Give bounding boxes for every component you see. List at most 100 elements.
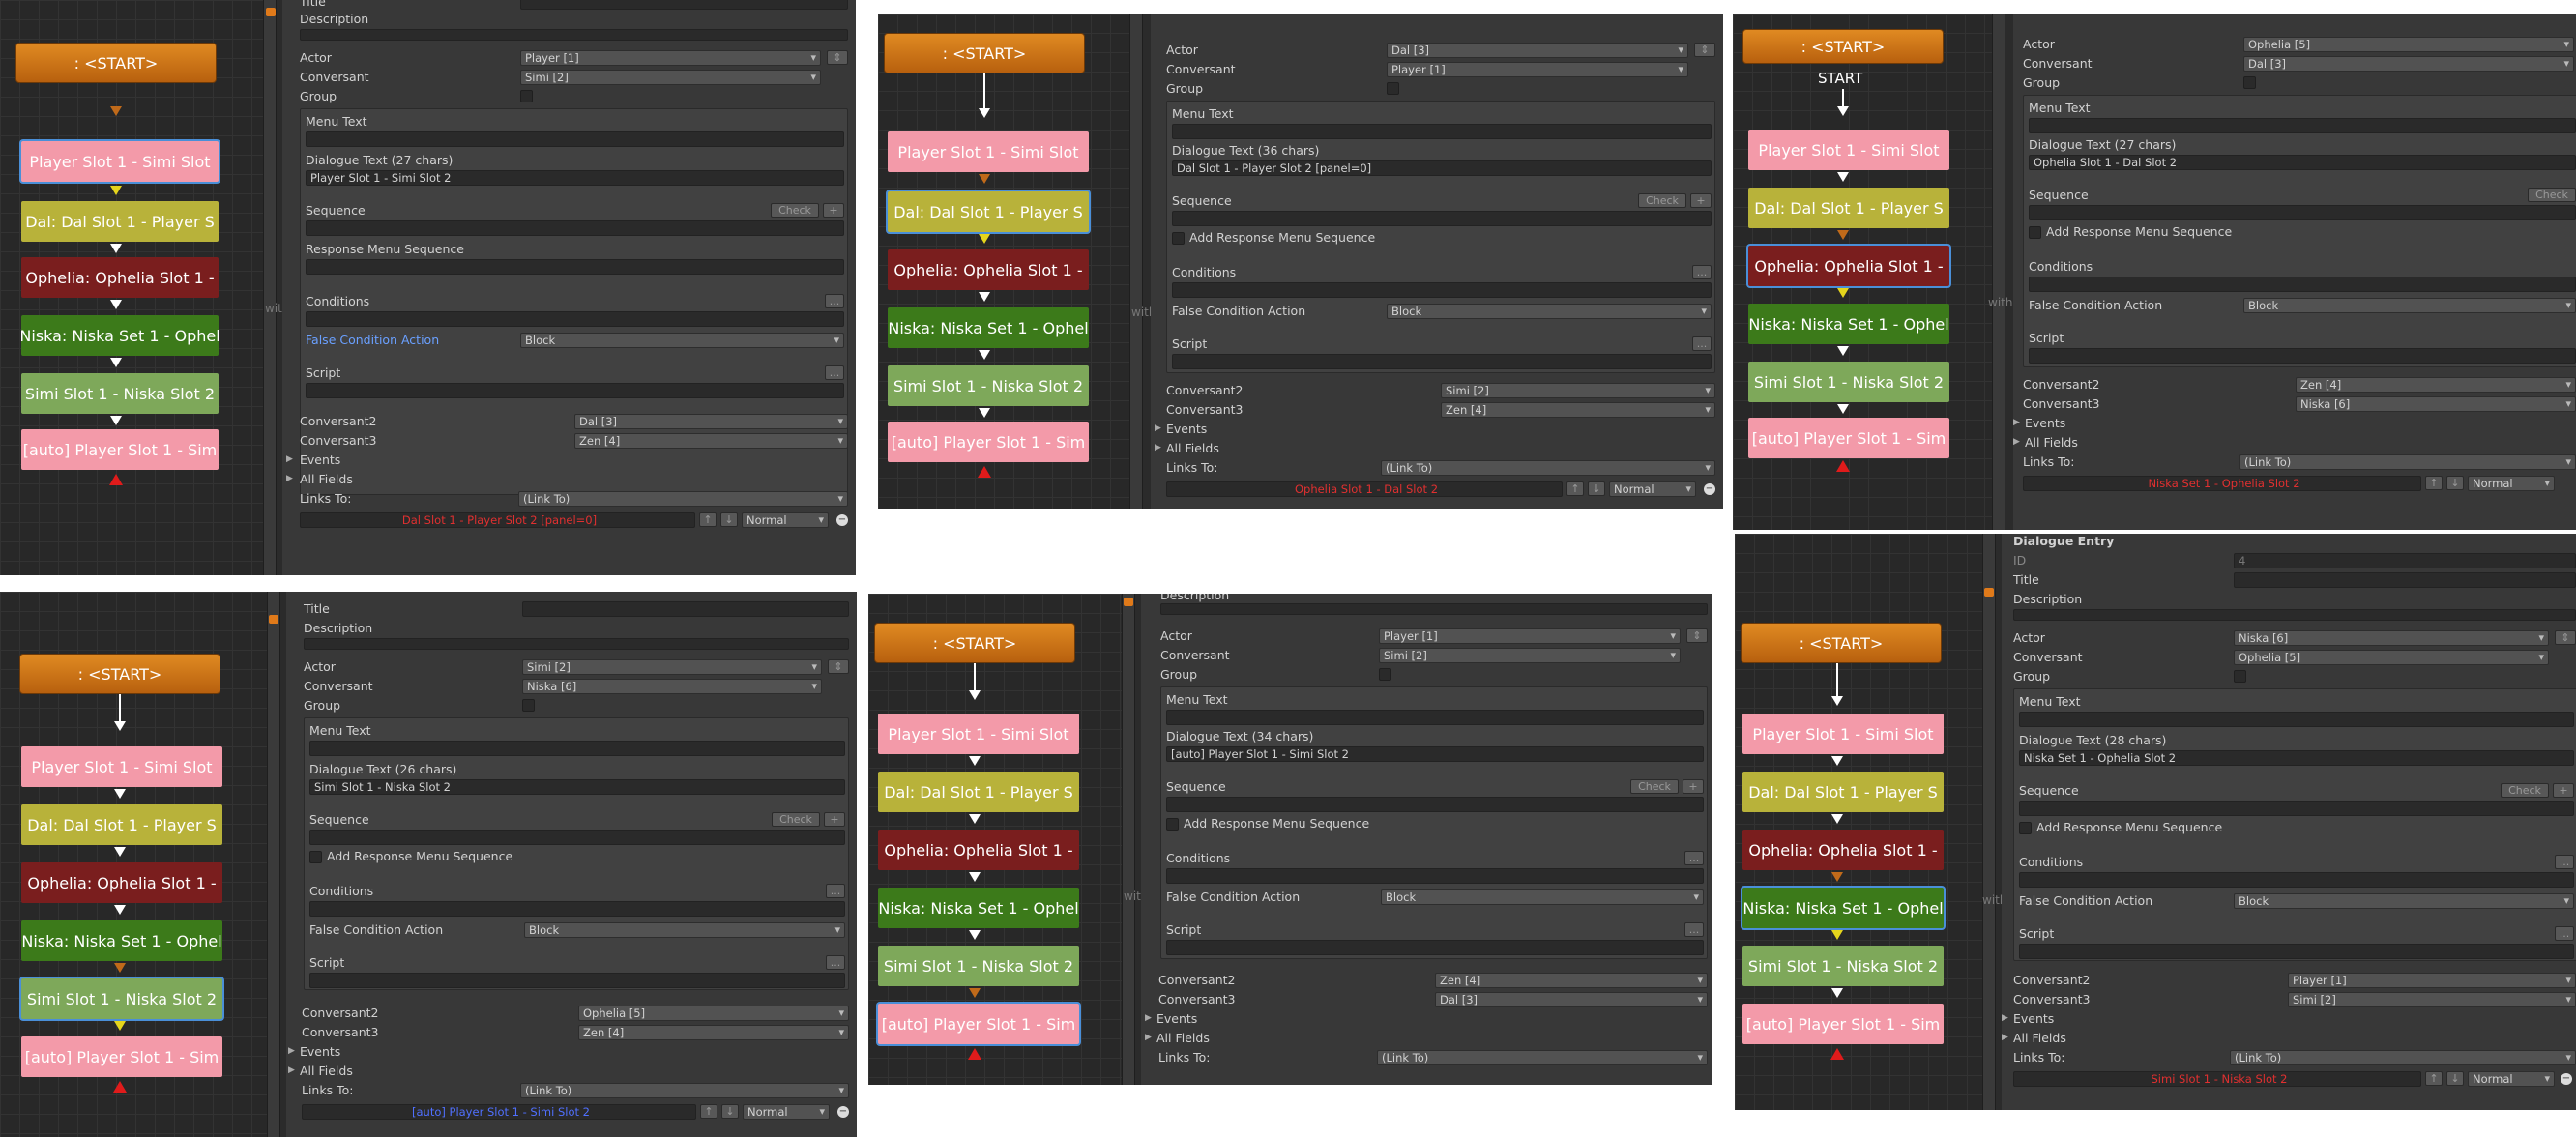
lock-icon[interactable] bbox=[1124, 598, 1133, 606]
sequence-field[interactable] bbox=[309, 830, 845, 845]
add-response-menu-sequence-checkbox[interactable] bbox=[1166, 818, 1179, 831]
move-down-button[interactable]: ↓ bbox=[1588, 481, 1605, 496]
node-simi[interactable]: Simi Slot 1 - Niska Slot 2 bbox=[878, 946, 1079, 986]
actor-sort-button[interactable]: ⇕ bbox=[828, 659, 849, 674]
start-node[interactable]: : <START> bbox=[884, 33, 1085, 73]
node-ophelia[interactable]: Ophelia: Ophelia Slot 1 - bbox=[888, 249, 1089, 290]
node-graph[interactable]: : <START> Player Slot 1 - Simi Slot Dal:… bbox=[1735, 534, 1994, 1110]
menu-text-field[interactable] bbox=[1166, 710, 1704, 725]
node-graph[interactable]: : <START> START Player Slot 1 - Simi Slo… bbox=[1733, 14, 1992, 530]
node-niska[interactable]: Niska: Niska Set 1 - Ophel bbox=[21, 920, 222, 961]
dialogue-text-field[interactable]: Player Slot 1 - Simi Slot 2 bbox=[306, 170, 844, 186]
false-condition-action-dropdown[interactable]: Block bbox=[1387, 304, 1712, 319]
dialogue-text-field[interactable]: Simi Slot 1 - Niska Slot 2 bbox=[309, 779, 845, 795]
actor-dropdown[interactable]: Ophelia [5] bbox=[2243, 37, 2574, 52]
node-dal[interactable]: Dal: Dal Slot 1 - Player S bbox=[878, 772, 1079, 812]
conversant-dropdown[interactable]: Niska [6] bbox=[522, 679, 822, 694]
add-sequence-button[interactable]: + bbox=[1683, 779, 1704, 794]
description-field[interactable] bbox=[300, 29, 848, 41]
node-dal[interactable]: Dal: Dal Slot 1 - Player S bbox=[21, 804, 222, 845]
script-field[interactable] bbox=[2019, 944, 2574, 959]
node-player-slot[interactable]: Player Slot 1 - Simi Slot bbox=[888, 131, 1089, 172]
check-button[interactable]: Check bbox=[2528, 188, 2576, 202]
title-field[interactable] bbox=[522, 601, 849, 617]
menu-text-field[interactable] bbox=[2029, 118, 2576, 133]
all-fields-fold-icon[interactable]: ▶ bbox=[1155, 443, 1161, 452]
check-button[interactable]: Check bbox=[2501, 783, 2549, 798]
sequence-field[interactable] bbox=[1166, 797, 1704, 812]
priority-dropdown[interactable]: Normal bbox=[2468, 476, 2555, 491]
conversant2-dropdown[interactable]: Zen [4] bbox=[2296, 377, 2576, 393]
start-node[interactable]: : <START> bbox=[15, 43, 217, 83]
events-foldout[interactable]: Events bbox=[1156, 1011, 1198, 1026]
conversant-dropdown[interactable]: Player [1] bbox=[1387, 62, 1688, 77]
scrollbar[interactable] bbox=[1122, 594, 1135, 1085]
add-response-menu-sequence-checkbox[interactable] bbox=[2019, 822, 2032, 834]
menu-text-field[interactable] bbox=[306, 131, 844, 147]
conversant2-dropdown[interactable]: Player [1] bbox=[2288, 973, 2576, 988]
menu-text-field[interactable] bbox=[1172, 124, 1712, 139]
group-checkbox[interactable] bbox=[520, 90, 533, 102]
node-player-slot[interactable]: Player Slot 1 - Simi Slot bbox=[1742, 714, 1944, 754]
actor-dropdown[interactable]: Simi [2] bbox=[522, 659, 822, 675]
conversant-dropdown[interactable]: Simi [2] bbox=[520, 70, 821, 85]
node-dal[interactable]: Dal: Dal Slot 1 - Player S bbox=[888, 191, 1089, 232]
description-field[interactable] bbox=[304, 638, 849, 650]
actor-dropdown[interactable]: Dal [3] bbox=[1387, 43, 1688, 58]
scrollbar[interactable] bbox=[1992, 14, 2005, 530]
description-field[interactable] bbox=[2013, 609, 2576, 621]
add-sequence-button[interactable]: + bbox=[823, 203, 844, 218]
conditions-field[interactable] bbox=[1172, 282, 1712, 298]
false-condition-action-dropdown[interactable]: Block bbox=[524, 922, 845, 938]
events-fold-icon[interactable]: ▶ bbox=[288, 1046, 295, 1056]
node-ophelia[interactable]: Ophelia: Ophelia Slot 1 - bbox=[21, 862, 222, 903]
events-fold-icon[interactable]: ▶ bbox=[1145, 1013, 1152, 1023]
events-fold-icon[interactable]: ▶ bbox=[286, 454, 293, 464]
conversant3-dropdown[interactable]: Zen [4] bbox=[1441, 402, 1715, 418]
scrollbar[interactable] bbox=[1129, 14, 1143, 509]
add-sequence-button[interactable]: + bbox=[2553, 783, 2574, 798]
conversant3-dropdown[interactable]: Simi [2] bbox=[2288, 992, 2576, 1007]
script-field[interactable] bbox=[309, 973, 845, 988]
links-to-dropdown[interactable]: (Link To) bbox=[518, 491, 848, 507]
scrollbar[interactable] bbox=[267, 592, 280, 1137]
links-to-dropdown[interactable]: (Link To) bbox=[1381, 460, 1715, 476]
node-simi[interactable]: Simi Slot 1 - Niska Slot 2 bbox=[1742, 946, 1944, 986]
sequence-field[interactable] bbox=[2029, 205, 2576, 220]
description-field[interactable] bbox=[1160, 603, 1708, 615]
events-fold-icon[interactable]: ▶ bbox=[2002, 1013, 2008, 1023]
conditions-menu-button[interactable]: ... bbox=[825, 294, 844, 308]
links-to-dropdown[interactable]: (Link To) bbox=[520, 1083, 849, 1098]
node-player-slot[interactable]: Player Slot 1 - Simi Slot bbox=[878, 714, 1079, 754]
scrollbar[interactable] bbox=[1982, 534, 1996, 1110]
node-simi[interactable]: Simi Slot 1 - Niska Slot 2 bbox=[21, 373, 219, 414]
conversant3-dropdown[interactable]: Zen [4] bbox=[574, 433, 848, 449]
events-foldout[interactable]: Events bbox=[1166, 422, 1208, 436]
conversant2-dropdown[interactable]: Zen [4] bbox=[1435, 973, 1708, 988]
all-fields-fold-icon[interactable]: ▶ bbox=[288, 1065, 295, 1075]
conversant2-dropdown[interactable]: Dal [3] bbox=[574, 414, 848, 429]
lock-icon[interactable] bbox=[266, 8, 276, 16]
script-field[interactable] bbox=[1166, 940, 1704, 955]
events-fold-icon[interactable]: ▶ bbox=[2013, 418, 2020, 427]
links-to-dropdown[interactable]: (Link To) bbox=[2230, 1050, 2576, 1065]
link-entry[interactable]: Simi Slot 1 - Niska Slot 2 bbox=[2013, 1071, 2421, 1087]
move-up-button[interactable]: ↑ bbox=[2425, 476, 2443, 490]
node-graph[interactable]: : <START> Player Slot 1 - Simi Slot Dal:… bbox=[0, 592, 267, 1137]
node-auto[interactable]: [auto] Player Slot 1 - Sim bbox=[1748, 418, 1949, 458]
move-up-button[interactable]: ↑ bbox=[699, 512, 717, 527]
actor-sort-button[interactable]: ⇕ bbox=[2555, 630, 2576, 645]
events-foldout[interactable]: Events bbox=[300, 1044, 341, 1059]
node-player-slot[interactable]: Player Slot 1 - Simi Slot bbox=[21, 141, 219, 182]
move-up-button[interactable]: ↑ bbox=[2425, 1071, 2443, 1086]
node-dal[interactable]: Dal: Dal Slot 1 - Player S bbox=[1742, 772, 1944, 812]
node-graph[interactable]: : <START> Player Slot 1 - Simi Slot Dal:… bbox=[878, 14, 1129, 509]
conversant3-dropdown[interactable]: Dal [3] bbox=[1435, 992, 1708, 1007]
node-ophelia[interactable]: Ophelia: Ophelia Slot 1 - bbox=[1748, 246, 1949, 286]
script-menu-button[interactable]: ... bbox=[1684, 922, 1704, 937]
move-down-button[interactable]: ↓ bbox=[2446, 1071, 2464, 1086]
conversant2-dropdown[interactable]: Ophelia [5] bbox=[578, 1006, 849, 1021]
move-down-button[interactable]: ↓ bbox=[720, 512, 738, 527]
priority-dropdown[interactable]: Normal bbox=[742, 512, 829, 528]
false-condition-action-dropdown[interactable]: Block bbox=[1381, 889, 1704, 905]
